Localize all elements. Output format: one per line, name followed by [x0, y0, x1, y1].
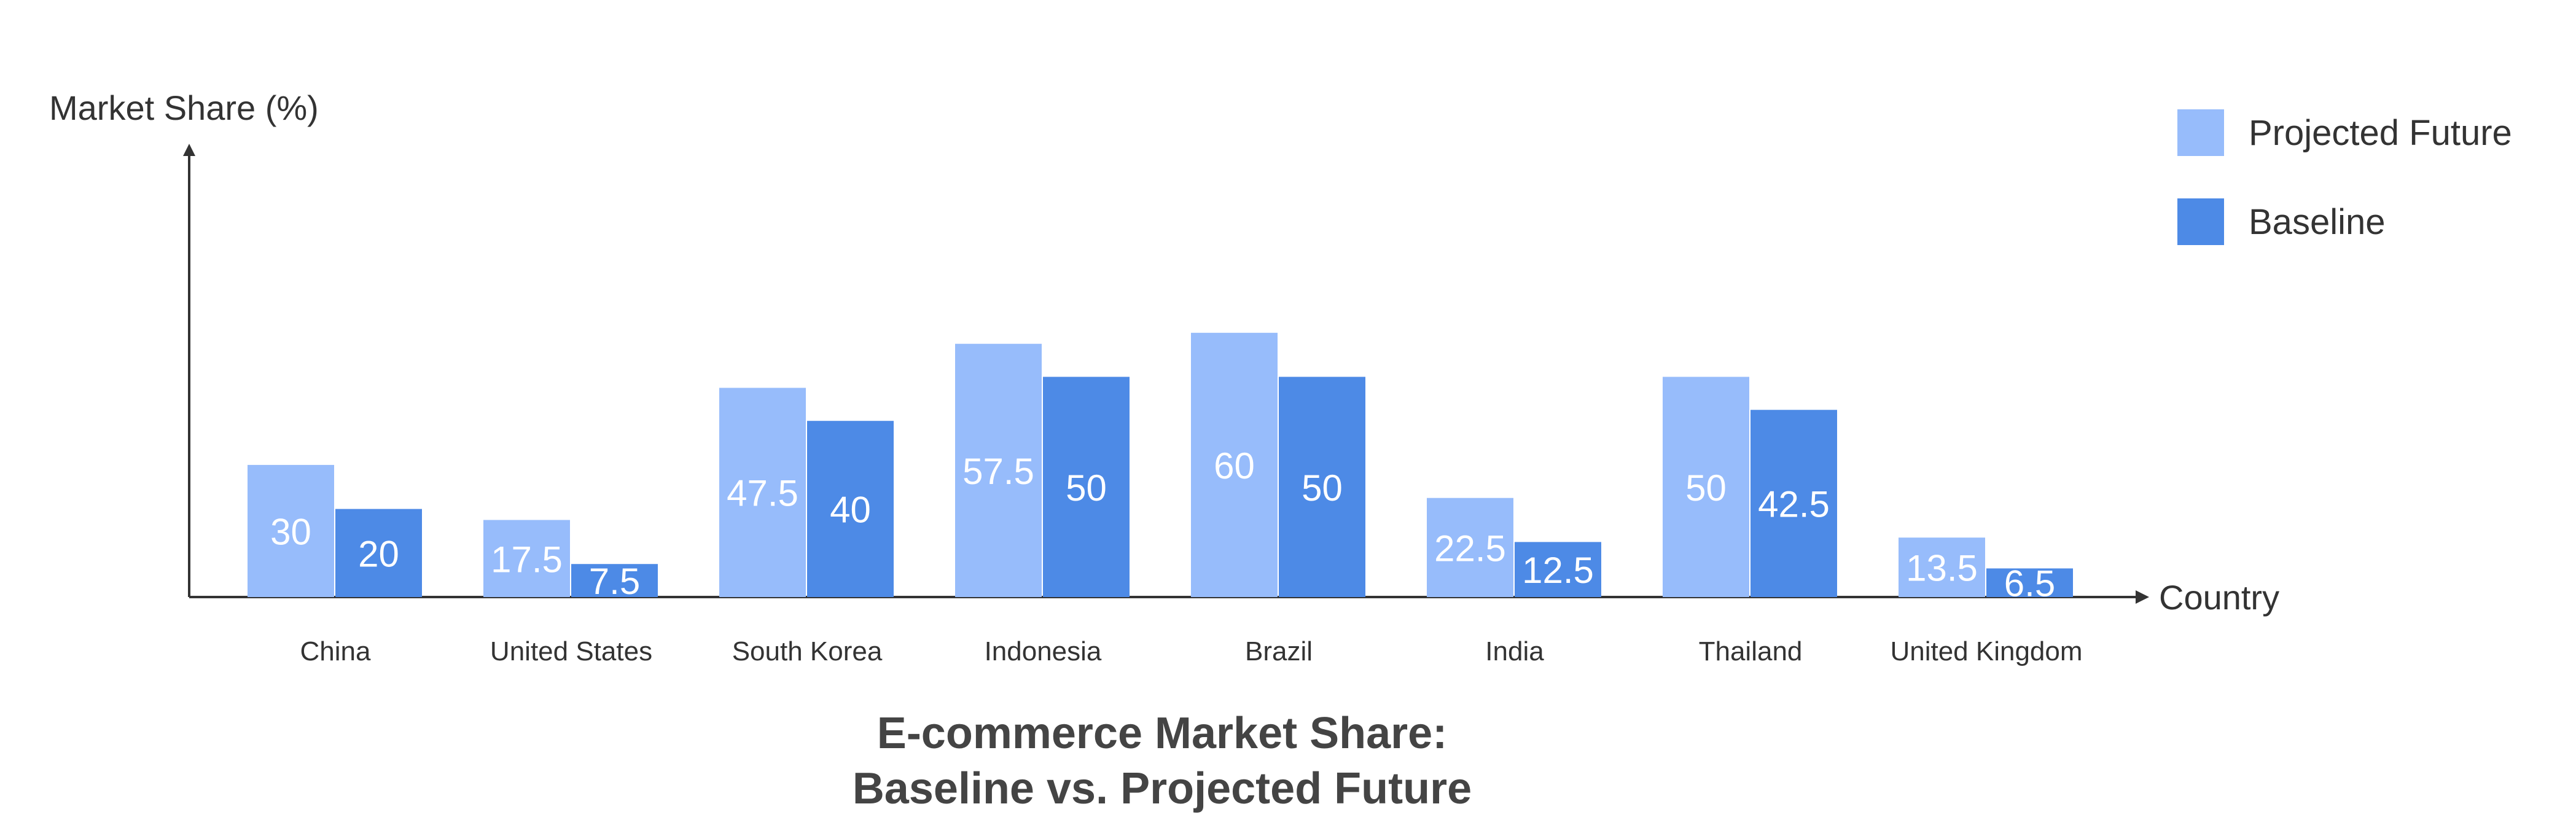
x-tick-label: United Kingdom: [1890, 636, 2082, 666]
chart-title: E-commerce Market Share:: [877, 709, 1447, 758]
x-tick-labels: China United States South Korea Indonesia Br…: [300, 636, 2083, 666]
bar-baseline-china: [335, 509, 422, 597]
bar-projected-future-thailand: [1663, 377, 1749, 597]
data-label-projected-future-south-korea: 47.5: [727, 473, 798, 514]
x-tick-label: South Korea: [732, 636, 883, 666]
data-label-projected-future-brazil: 60: [1214, 445, 1255, 486]
data-label-baseline-united-kingdom: 6.5: [2004, 563, 2055, 604]
bar-projected-future-south-korea: [719, 388, 806, 597]
legend: Projected Future Baseline: [2177, 109, 2512, 245]
legend-swatch-baseline: [2177, 198, 2224, 245]
data-label-baseline-indonesia: 50: [1066, 467, 1107, 509]
bar-baseline-india: [1515, 542, 1601, 597]
bar-baseline-united-states: [571, 564, 658, 597]
bar-projected-future-india: [1427, 498, 1513, 597]
data-label-projected-future-indonesia: 57.5: [962, 451, 1034, 492]
data-label-baseline-united-states: 7.5: [589, 561, 640, 602]
bar-projected-future-brazil: [1191, 332, 1278, 597]
data-label-projected-future-united-states: 17.5: [491, 539, 563, 580]
legend-swatch-projected-future: [2177, 109, 2224, 156]
x-axis-label: Country: [2159, 578, 2279, 617]
bars: 30 20 17.5 7.5 47.5 40 57.5 50 60 50 22.5 12.5 50 42.…: [248, 332, 2073, 604]
x-tick-label: Brazil: [1245, 636, 1313, 666]
bar-baseline-indonesia: [1043, 377, 1130, 597]
bar-projected-future-united-states: [483, 520, 570, 597]
bar-baseline-brazil: [1279, 377, 1365, 597]
data-label-baseline-india: 12.5: [1522, 550, 1594, 591]
data-label-projected-future-thailand: 50: [1685, 467, 1727, 509]
data-label-baseline-china: 20: [358, 533, 399, 574]
bar-baseline-thailand: [1751, 410, 1837, 597]
chart-subtitle: Baseline vs. Projected Future: [853, 764, 1472, 813]
data-label-projected-future-united-kingdom: 13.5: [1906, 548, 1978, 589]
chart-title-block: E-commerce Market Share: Baseline vs. Pr…: [853, 709, 1472, 813]
bar-baseline-south-korea: [807, 421, 894, 597]
x-tick-label: Thailand: [1699, 636, 1803, 666]
data-label-baseline-thailand: 42.5: [1758, 484, 1830, 525]
x-tick-label: United States: [490, 636, 652, 666]
legend-label-projected-future: Projected Future: [2249, 113, 2512, 153]
legend-label-baseline: Baseline: [2249, 202, 2385, 242]
bar-projected-future-indonesia: [955, 343, 1042, 597]
data-label-projected-future-india: 22.5: [1434, 528, 1506, 569]
bar-projected-future-china: [248, 464, 334, 597]
data-label-projected-future-china: 30: [270, 511, 311, 552]
bar-projected-future-united-kingdom: [1899, 537, 1985, 597]
x-tick-label: India: [1485, 636, 1544, 666]
y-axis-label: Market Share (%): [49, 88, 319, 127]
x-tick-label: China: [300, 636, 371, 666]
x-tick-label: Indonesia: [985, 636, 1102, 666]
data-label-baseline-south-korea: 40: [830, 490, 871, 531]
bar-baseline-united-kingdom: [1986, 568, 2073, 597]
x-axis-arrow-icon: [2136, 590, 2149, 604]
data-label-baseline-brazil: 50: [1302, 467, 1343, 509]
y-axis-arrow-icon: [183, 144, 195, 156]
